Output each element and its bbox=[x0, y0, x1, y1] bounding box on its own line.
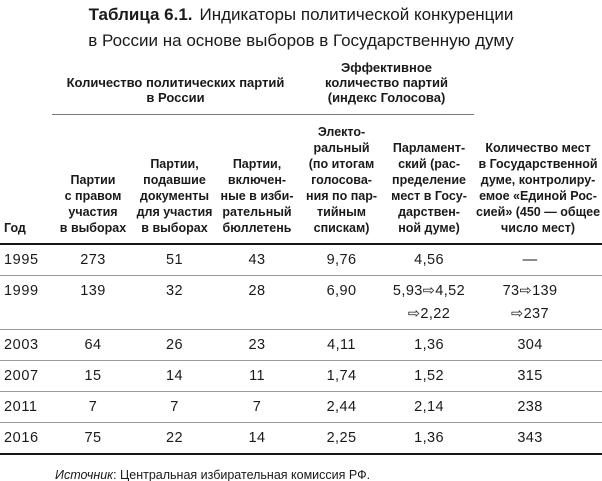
column-header-er-seats: Количество мест в Государственной думе, … bbox=[474, 114, 602, 245]
table-cell: 1,36 bbox=[384, 329, 475, 361]
table-cell: 28 bbox=[215, 275, 300, 330]
table-cell: 7 bbox=[52, 391, 134, 423]
group-header-spacer-right bbox=[474, 58, 602, 115]
table-cell: 26 bbox=[134, 329, 215, 361]
group-header-spacer-left bbox=[0, 58, 52, 115]
table-cell: 238 bbox=[474, 391, 602, 423]
table-cell: 43 bbox=[215, 244, 300, 276]
table-cell: 22 bbox=[134, 422, 215, 455]
year-cell: 2016 bbox=[0, 422, 52, 455]
table-cell: 273 bbox=[52, 244, 134, 276]
table-cell: 23 bbox=[215, 329, 300, 361]
table-cell: 2,25 bbox=[299, 422, 385, 455]
group-header-row: Количество политических партий в России … bbox=[0, 58, 602, 115]
group-header-effective-count: Эффективное количество партий (индекс Го… bbox=[299, 58, 475, 115]
table-cell: 73⇨139 ⇨237 bbox=[474, 275, 602, 330]
table-row-1995: 1995 273 51 43 9,76 4,56 — bbox=[0, 244, 602, 276]
table-cell: 75 bbox=[52, 422, 134, 455]
year-cell: 2003 bbox=[0, 329, 52, 361]
table-cell: 1,36 bbox=[384, 422, 475, 455]
table-cell: 7 bbox=[215, 391, 300, 423]
year-cell: 1999 bbox=[0, 275, 52, 330]
table-cell: 15 bbox=[52, 360, 134, 392]
group-header-parties-count: Количество политических партий в России bbox=[52, 58, 300, 115]
source-text: : Центральная избирательная комиссия РФ. bbox=[113, 468, 371, 481]
table-cell: 1,74 bbox=[299, 360, 385, 392]
table-row-2016: 2016 75 22 14 2,25 1,36 343 bbox=[0, 422, 602, 455]
table-row-2007: 2007 15 14 11 1,74 1,52 315 bbox=[0, 360, 602, 392]
data-table: Количество политических партий в России … bbox=[0, 58, 602, 455]
table-number: Таблица 6.1. bbox=[88, 5, 193, 24]
table-cell: — bbox=[474, 244, 602, 276]
column-header-year: Год bbox=[0, 114, 52, 245]
table-cell: 2,14 bbox=[384, 391, 475, 423]
table-caption: Таблица 6.1. Индикаторы политической конк… bbox=[0, 2, 602, 54]
table-cell: 139 bbox=[52, 275, 134, 330]
column-header-submitted-parties: Партии, подавшие документы для участия в… bbox=[134, 114, 215, 245]
table-cell: 304 bbox=[474, 329, 602, 361]
column-header-ballot-parties: Партии, включен- ные в изби- рательный б… bbox=[215, 114, 300, 245]
year-cell: 2011 bbox=[0, 391, 52, 423]
table-row-2003: 2003 64 26 23 4,11 1,36 304 bbox=[0, 329, 602, 361]
table-cell: 14 bbox=[134, 360, 215, 392]
table-cell: 9,76 bbox=[299, 244, 385, 276]
table-cell: 7 bbox=[134, 391, 215, 423]
column-header-electoral-index: Электо- ральный (по итогам голосова- ния… bbox=[299, 114, 385, 245]
table-cell: 315 bbox=[474, 360, 602, 392]
column-header-parliamentary-index: Парламент- ский (рас- пределение мест в … bbox=[384, 114, 475, 245]
table-cell: 6,90 bbox=[299, 275, 385, 330]
source-label: Источник bbox=[55, 468, 114, 481]
source-note: Источник: Центральная избирательная коми… bbox=[0, 467, 602, 481]
table-cell: 2,44 bbox=[299, 391, 385, 423]
year-cell: 2007 bbox=[0, 360, 52, 392]
column-header-eligible-parties: Партии с правом участия в выборах bbox=[52, 114, 134, 245]
column-header-row: Год Партии с правом участия в выборах Па… bbox=[0, 114, 602, 245]
table-row-1999: 1999 139 32 28 6,90 5,93⇨4,52 ⇨2,22 73⇨1… bbox=[0, 275, 602, 330]
table-cell: 32 bbox=[134, 275, 215, 330]
table-cell: 11 bbox=[215, 360, 300, 392]
table-cell: 5,93⇨4,52 ⇨2,22 bbox=[384, 275, 475, 330]
table-cell: 4,56 bbox=[384, 244, 475, 276]
table-cell: 343 bbox=[474, 422, 602, 455]
table-cell: 1,52 bbox=[384, 360, 475, 392]
table-cell: 64 bbox=[52, 329, 134, 361]
table-title: Индикаторы политической конкуренции в Ро… bbox=[88, 5, 514, 50]
table-cell: 4,11 bbox=[299, 329, 385, 361]
table-row-2011: 2011 7 7 7 2,44 2,14 238 bbox=[0, 391, 602, 423]
year-cell: 1995 bbox=[0, 244, 52, 276]
table-cell: 14 bbox=[215, 422, 300, 455]
table-cell: 51 bbox=[134, 244, 215, 276]
